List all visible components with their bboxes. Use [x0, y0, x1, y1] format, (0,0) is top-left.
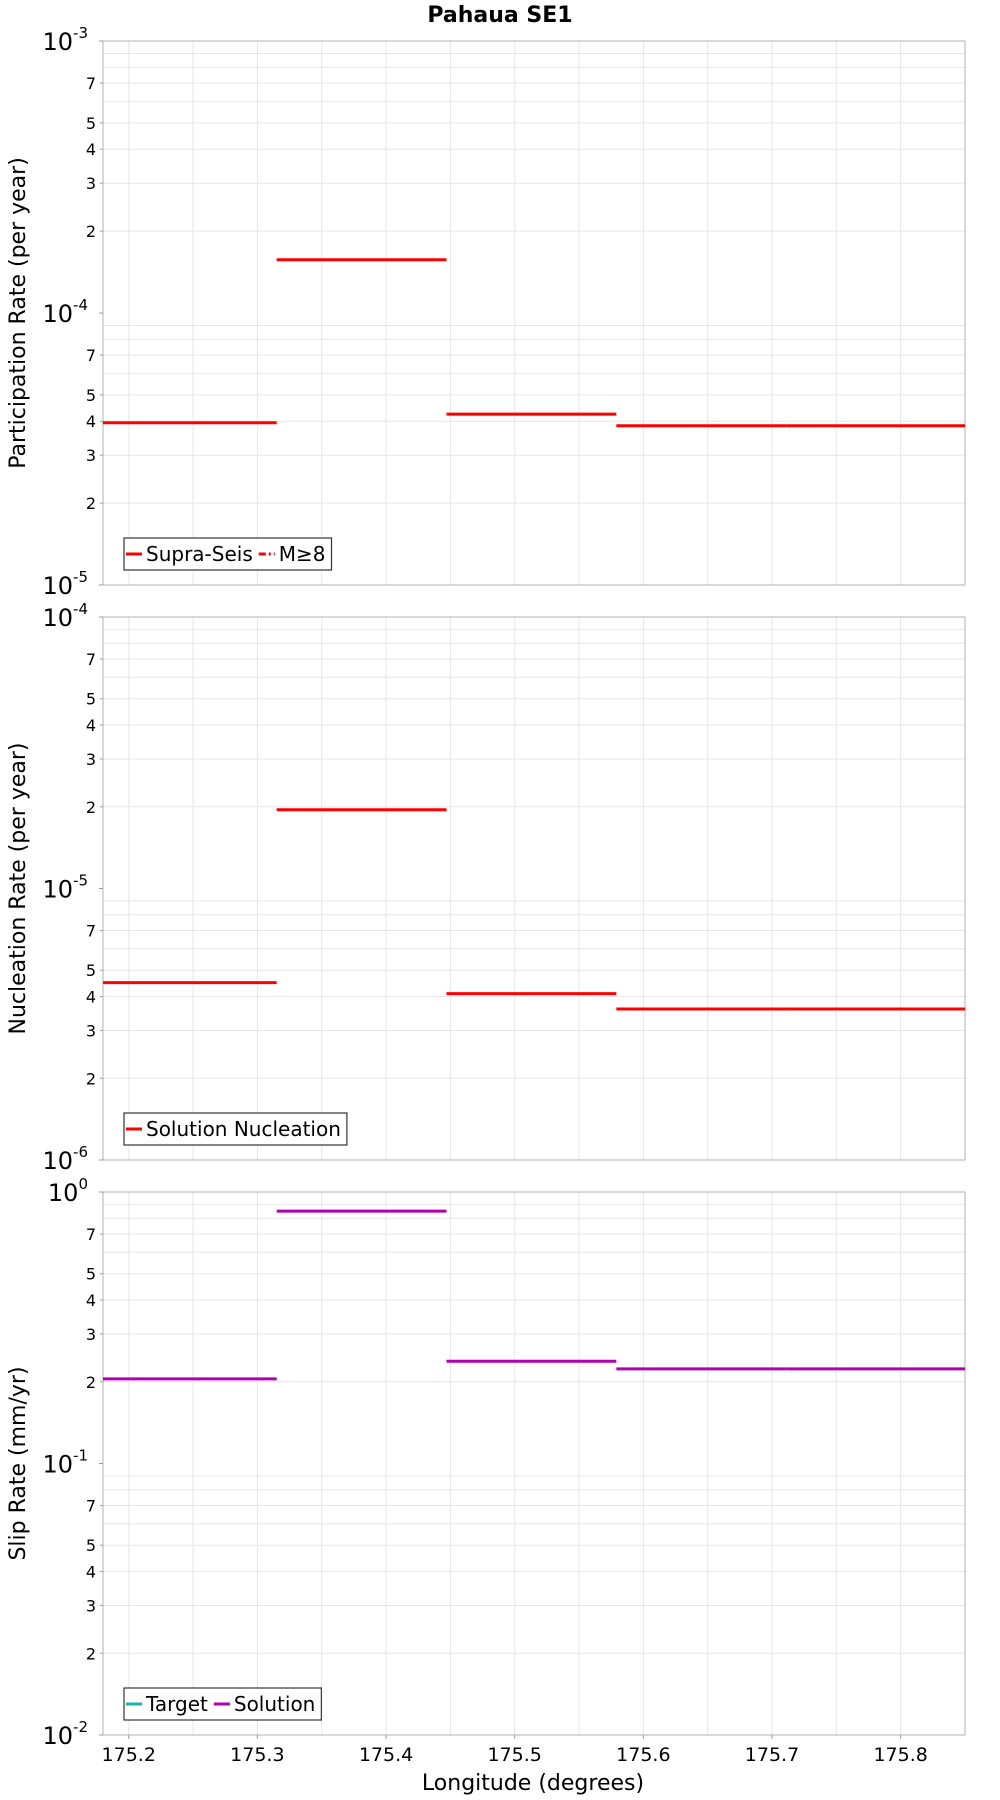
- y-minor-tick-label: 5: [86, 690, 96, 709]
- grid: [103, 41, 965, 585]
- x-tick-label: 175.7: [745, 1744, 799, 1766]
- y-minor-tick-label: 4: [86, 1291, 96, 1310]
- y-minor-tick-label: 5: [86, 1536, 96, 1555]
- legend-box: [123, 537, 333, 571]
- y-minor-tick-label: 2: [86, 798, 96, 817]
- legend-label: Target: [145, 1692, 208, 1716]
- y-minor-tick-label: 4: [86, 1563, 96, 1582]
- y-axis-label: Participation Rate (per year): [6, 157, 31, 469]
- y-minor-tick-label: 7: [86, 1497, 96, 1516]
- y-minor-tick-label: 7: [86, 74, 96, 93]
- y-minor-tick-label: 3: [86, 174, 96, 193]
- grid: [103, 1192, 965, 1735]
- y-minor-tick-label: 7: [86, 922, 96, 941]
- series-supra-seis: [103, 258, 965, 428]
- y-minor-tick-label: 3: [86, 1325, 96, 1344]
- y-major-tick-exponent: -1: [73, 1447, 88, 1465]
- x-tick-label: 175.2: [102, 1744, 156, 1766]
- y-major-tick-base: 10: [42, 300, 73, 328]
- y-minor-tick-label: 7: [86, 346, 96, 365]
- legend-label: Solution Nucleation: [146, 1117, 341, 1141]
- y-major-tick-base: 10: [42, 604, 73, 632]
- grid: [103, 617, 965, 1160]
- y-major-tick-base: 10: [42, 572, 73, 600]
- y-major-tick-exponent: -4: [73, 296, 88, 314]
- y-axis-label: Slip Rate (mm/yr): [6, 1366, 31, 1560]
- y-major-tick-base: 10: [42, 28, 73, 56]
- series-solution-nucleation: [103, 808, 965, 1011]
- y-minor-tick-label: 4: [86, 988, 96, 1007]
- y-major-tick-label: 10-4: [42, 600, 88, 632]
- x-tick-label: 175.8: [873, 1744, 927, 1766]
- legend: Supra-Seis M≥8: [123, 537, 333, 571]
- legend: Solution Nucleation: [123, 1112, 348, 1146]
- y-major-tick-label: 10-3: [42, 24, 88, 56]
- y-major-tick-exponent: -3: [73, 24, 88, 42]
- y-major-tick-label: 100: [48, 1175, 88, 1207]
- y-minor-tick-label: 3: [86, 446, 96, 465]
- x-tick-label: 175.4: [359, 1744, 413, 1766]
- y-major-tick-label: 10-6: [42, 1143, 88, 1175]
- y-major-tick-label: 10-5: [42, 872, 88, 904]
- y-minor-tick-label: 5: [86, 961, 96, 980]
- y-major-tick-exponent: -4: [73, 600, 88, 618]
- y-minor-tick-label: 7: [86, 650, 96, 669]
- y-major-tick-exponent: -2: [73, 1718, 88, 1736]
- y-major-tick-exponent: -6: [73, 1143, 88, 1161]
- y-minor-tick-label: 3: [86, 1021, 96, 1040]
- y-minor-tick-label: 2: [86, 1069, 96, 1088]
- y-major-tick-label: 10-5: [42, 568, 88, 600]
- legend-label: Solution: [234, 1692, 315, 1716]
- y-minor-tick-label: 2: [86, 1373, 96, 1392]
- legend-label: Supra-Seis: [146, 542, 253, 566]
- y-major-tick-base: 10: [42, 876, 73, 904]
- y-major-tick-base: 10: [48, 1179, 79, 1207]
- y-minor-tick-label: 4: [86, 412, 96, 431]
- y-minor-tick-label: 5: [86, 386, 96, 405]
- y-minor-tick-label: 7: [86, 1225, 96, 1244]
- y-minor-tick-label: 2: [86, 494, 96, 513]
- y-major-tick-label: 10-1: [42, 1447, 88, 1479]
- y-major-tick-exponent: -5: [73, 568, 88, 586]
- series-solution: [103, 1209, 965, 1381]
- legend-label: M≥8: [279, 542, 326, 566]
- chart-title: Pahaua SE1: [427, 3, 572, 28]
- legend: Target Solution: [123, 1687, 322, 1721]
- x-tick-label: 175.3: [230, 1744, 284, 1766]
- y-minor-tick-label: 4: [86, 716, 96, 735]
- legend-box: [123, 1112, 348, 1146]
- x-tick-label: 175.5: [487, 1744, 541, 1766]
- y-axis-label: Nucleation Rate (per year): [6, 743, 31, 1035]
- y-major-tick-exponent: 0: [78, 1175, 88, 1193]
- x-tick-label: 175.6: [616, 1744, 670, 1766]
- y-minor-tick-label: 4: [86, 140, 96, 159]
- y-major-tick-label: 10-4: [42, 296, 88, 328]
- y-major-tick-base: 10: [42, 1451, 73, 1479]
- y-major-tick-label: 10-2: [42, 1718, 88, 1750]
- y-minor-tick-label: 2: [86, 222, 96, 241]
- x-axis: 175.2 175.3 175.4 175.5 175.6 175.7 175.8: [102, 1735, 928, 1766]
- y-major-tick-base: 10: [42, 1147, 73, 1175]
- y-minor-tick-label: 2: [86, 1644, 96, 1663]
- y-major-tick-exponent: -5: [73, 872, 88, 890]
- y-minor-tick-label: 5: [86, 1265, 96, 1284]
- y-major-tick-base: 10: [42, 1722, 73, 1750]
- x-axis-label: Longitude (degrees): [422, 1771, 644, 1796]
- y-minor-tick-label: 5: [86, 114, 96, 133]
- y-minor-tick-label: 3: [86, 750, 96, 769]
- y-minor-tick-label: 3: [86, 1596, 96, 1615]
